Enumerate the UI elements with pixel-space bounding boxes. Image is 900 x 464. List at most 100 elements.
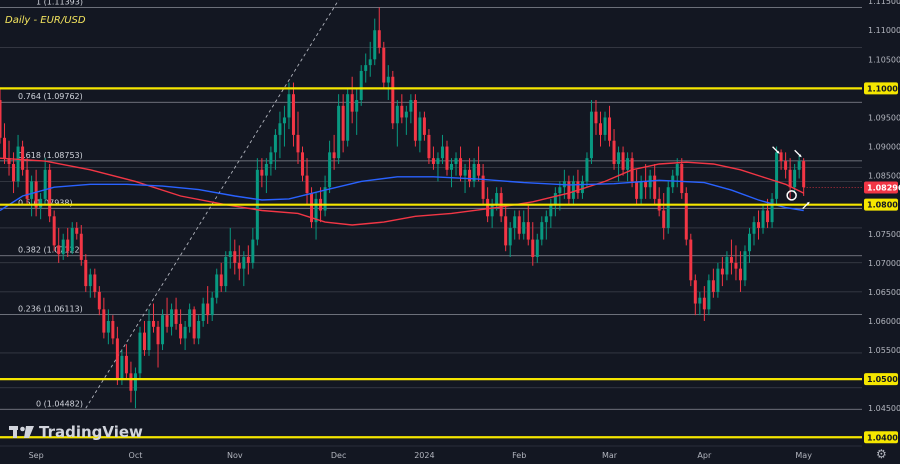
red-moving-average-line [0, 157, 805, 226]
candle-body [639, 181, 643, 199]
candle-body [612, 140, 616, 164]
time-axis[interactable] [0, 446, 862, 464]
candle-body [400, 105, 404, 118]
candle-body [784, 161, 788, 170]
annotation-arrow [772, 146, 780, 154]
candle-body [25, 169, 29, 199]
candle-body [576, 181, 580, 194]
candle-body [454, 158, 458, 164]
candle-body [427, 134, 431, 159]
candle-body [156, 326, 160, 345]
candle-body [495, 193, 499, 205]
candle-body [468, 169, 472, 182]
candle-body [504, 216, 508, 246]
candle-body [413, 100, 417, 141]
candle-body [508, 227, 512, 246]
candle-body [328, 152, 332, 188]
candle-body [296, 134, 300, 153]
brand-name: TradingView [39, 423, 143, 441]
candle-body [698, 297, 702, 304]
candle-body [757, 222, 761, 228]
annotation-arrow [794, 149, 802, 158]
candle-body [662, 210, 666, 228]
candle-body [666, 187, 670, 228]
candle-body [161, 315, 165, 345]
fib-level-label: 0.764 (1.09762) [18, 92, 83, 101]
candle-body [165, 315, 169, 327]
candle-body [337, 105, 341, 159]
price-tick-label: 1.09500 [868, 113, 900, 122]
candle-body [766, 210, 770, 223]
price-tick-label: 1.06500 [868, 288, 900, 297]
candle-body [729, 257, 733, 263]
candle-body [228, 251, 232, 258]
candle-body [39, 198, 43, 208]
candle-body [0, 100, 2, 138]
time-tick-label: 2024 [414, 451, 434, 460]
candle-body [57, 245, 61, 255]
candle-body [170, 309, 174, 327]
candle-body [720, 268, 724, 275]
candle-body [522, 222, 526, 234]
price-tick-label: 1.11500 [868, 0, 900, 6]
candle-body [192, 309, 196, 339]
candle-body [179, 323, 183, 339]
candle-body [459, 158, 463, 176]
candle-body [377, 30, 381, 48]
candle-body [743, 251, 747, 281]
candle-body [598, 123, 602, 135]
candle-body [21, 146, 25, 170]
candle-body [273, 134, 277, 153]
candle-body [603, 117, 607, 135]
candle-body [716, 268, 720, 292]
candle-body [702, 297, 706, 310]
candle-body [422, 117, 426, 135]
candle-body [75, 227, 79, 234]
candle-body [197, 320, 201, 339]
candle-body [364, 65, 368, 71]
candle-body [201, 303, 205, 321]
candle-body [544, 216, 548, 223]
candle-body [310, 193, 314, 223]
time-tick-label: Dec [331, 451, 346, 460]
candle-body [70, 227, 74, 252]
candle-body [571, 181, 575, 199]
time-tick-label: Mar [602, 451, 618, 460]
candle-body [355, 100, 359, 112]
candle-body [34, 181, 38, 208]
candle-body [535, 239, 539, 258]
candle-body [747, 233, 751, 252]
candle-body [142, 332, 146, 351]
candle-body [88, 274, 92, 287]
candle-body [526, 222, 530, 240]
candle-body [395, 105, 399, 124]
price-axis[interactable] [862, 0, 900, 464]
candle-body [431, 158, 435, 164]
price-tick-label: 1.05500 [868, 346, 900, 355]
price-tick-label: 1.08500 [868, 172, 900, 181]
candle-body [418, 117, 422, 141]
candle-body [567, 181, 571, 199]
candle-body [540, 222, 544, 240]
candle-body [124, 355, 128, 374]
candle-body [689, 239, 693, 281]
candle-body [147, 320, 151, 351]
candle-body [291, 94, 295, 135]
candle-body [580, 181, 584, 194]
candle-body [341, 105, 345, 141]
candle-body [350, 94, 354, 112]
price-tick-label: 1.10500 [868, 55, 900, 64]
candle-body [404, 111, 408, 118]
time-tick-label: Sep [29, 451, 44, 460]
price-tick-label: 1.04500 [868, 404, 900, 413]
candle-body [585, 158, 589, 182]
candle-body [287, 94, 291, 118]
settings-icon[interactable]: ⚙ [876, 447, 887, 461]
candle-body [486, 198, 490, 217]
price-badge [864, 431, 898, 444]
candle-body [301, 152, 305, 176]
candle-body [12, 163, 16, 182]
candle-body [481, 175, 485, 199]
